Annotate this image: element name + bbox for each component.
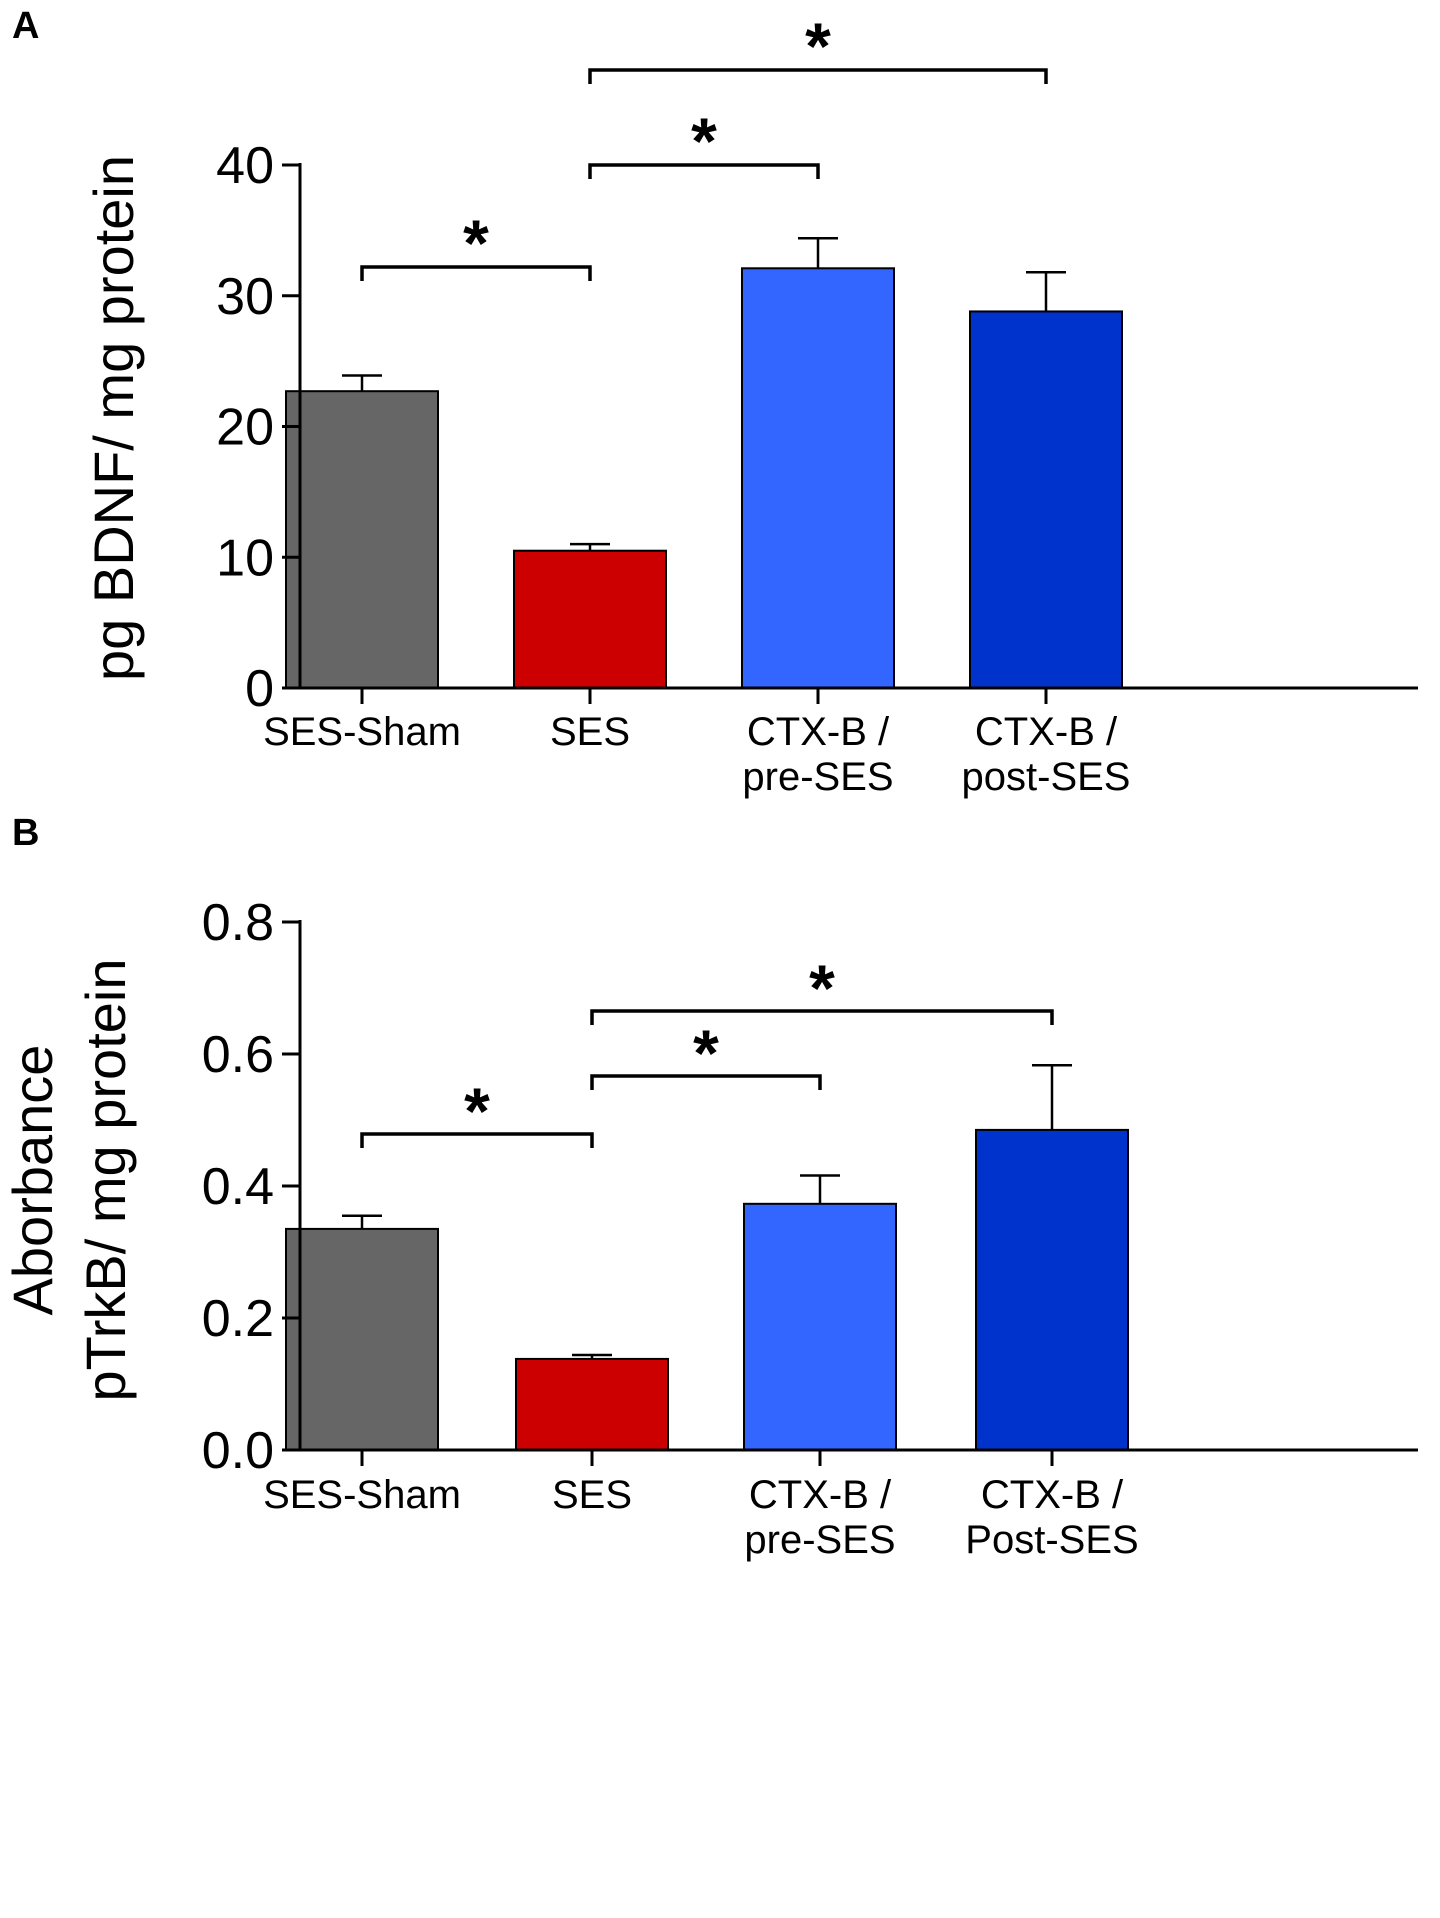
bar [975,1128,1129,1452]
y-axis-label: Aborbance [1,1045,64,1316]
y-tick-label: 0.6 [202,1026,274,1084]
significance-star: * [809,951,835,1025]
panel-letter: B [12,812,39,854]
y-axis-label: pg BDNF/ mg protein [82,155,145,681]
bar [515,1357,669,1452]
panel-letter: A [12,5,39,47]
x-tick-label: CTX-B / pre-SES [742,710,893,799]
significance-star: * [693,1016,719,1090]
significance-bracket [590,1074,822,1090]
y-axis-label: pTrkB/ mg protein [74,959,137,1402]
y-tick-label: 0.0 [202,1422,274,1480]
x-tick-label: CTX-B / post-SES [962,710,1131,799]
y-tick-label: 0.2 [202,1290,274,1348]
bar [741,267,895,689]
bar [285,390,439,689]
significance-bracket [588,163,820,179]
y-tick-label: 40 [216,137,274,195]
y-tick-label: 30 [216,268,274,326]
significance-bracket [360,1132,594,1148]
bar [513,549,667,690]
y-tick-label: 0.4 [202,1158,274,1216]
panel-a: A 0 10 20 30 40 SES-Sham SES CTX-B / pre-SES CTX-B… [12,5,1418,799]
y-tick-label: 10 [216,529,274,587]
significance-star: * [463,206,489,280]
y-tick-label: 0.8 [202,894,274,952]
panel-b: B 0.0 0.2 0.4 0.6 0.8 SES-Sham SES CTX-B / pre-SE… [1,812,1418,1562]
x-tick-label: CTX-B / pre-SES [744,1473,895,1562]
bar [743,1202,897,1451]
x-tick-label: SES-Sham [263,710,461,754]
significance-bracket [590,1009,1054,1025]
significance-star: * [691,104,717,178]
y-tick-label: 0 [245,660,274,718]
significance-star: * [805,9,831,83]
bar [285,1227,439,1452]
x-tick-label: SES-Sham [263,1473,461,1517]
significance-bracket [360,265,592,281]
x-tick-label: CTX-B / Post-SES [965,1473,1138,1562]
y-tick-label: 20 [216,399,274,457]
x-tick-label: SES [552,1473,632,1517]
significance-star: * [464,1074,490,1148]
x-tick-label: SES [550,710,630,754]
significance-bracket [588,68,1048,84]
bar [969,310,1123,689]
